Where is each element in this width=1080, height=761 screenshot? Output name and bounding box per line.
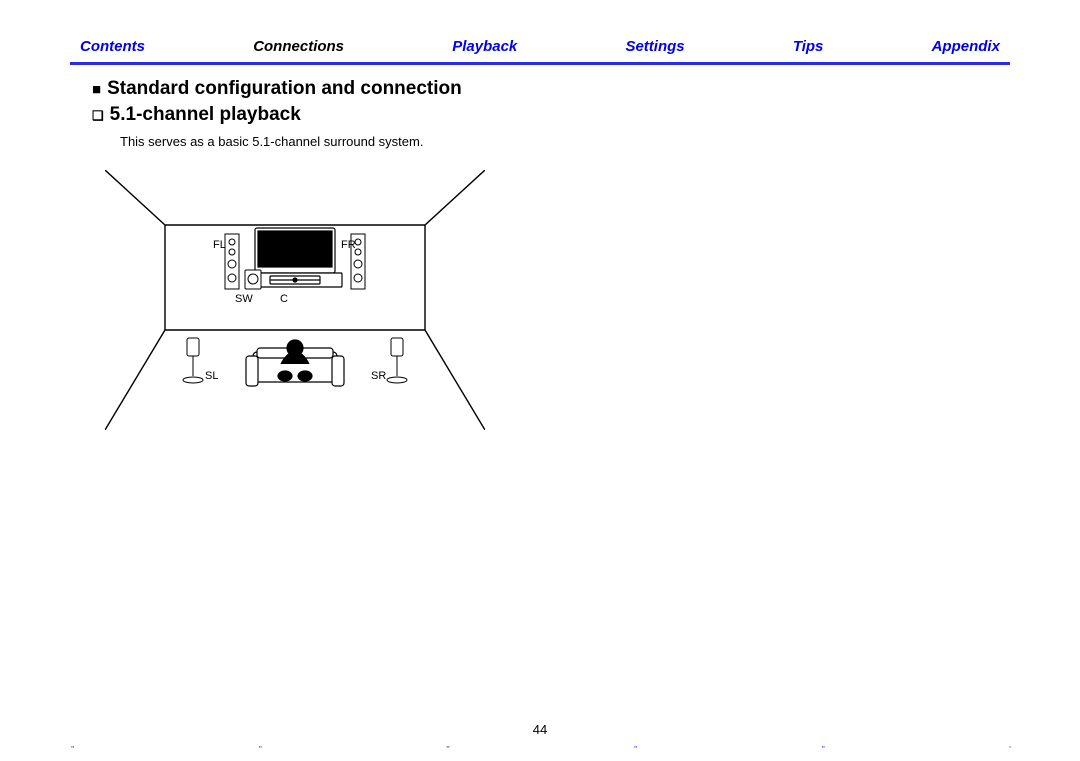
nav-connections[interactable]: Connections xyxy=(253,38,344,55)
label-fr: FR xyxy=(341,239,356,251)
dot-icon[interactable]: ·· xyxy=(633,741,636,753)
dot-icon[interactable]: ·· xyxy=(258,741,261,753)
label-fl: FL xyxy=(213,239,226,251)
h1-marker: ■ xyxy=(92,81,101,98)
nav-appendix[interactable]: Appendix xyxy=(932,38,1000,55)
dot-icon[interactable]: ·· xyxy=(445,741,448,753)
top-nav: Contents Connections Playback Settings T… xyxy=(80,38,1000,55)
nav-rule xyxy=(70,62,1010,65)
dot-icon[interactable]: · xyxy=(1008,741,1010,753)
dot-icon[interactable]: ·· xyxy=(70,741,73,753)
footer-nav-dots: ·· ·· ·· ·· ·· · xyxy=(70,741,1010,753)
label-sw: SW xyxy=(235,293,253,305)
nav-playback[interactable]: Playback xyxy=(452,38,517,55)
subsection-heading: ❏ 5.1-channel playback xyxy=(92,104,301,126)
h1-text: Standard configuration and connection xyxy=(107,78,462,99)
dot-icon[interactable]: ·· xyxy=(821,741,824,753)
label-c: C xyxy=(280,293,288,305)
h2-text: 5.1-channel playback xyxy=(110,104,301,125)
nav-tips[interactable]: Tips xyxy=(793,38,824,55)
page-number: 44 xyxy=(0,722,1080,737)
label-sr: SR xyxy=(371,370,386,382)
h2-marker: ❏ xyxy=(92,108,104,123)
label-sl: SL xyxy=(205,370,218,382)
section-heading: ■ Standard configuration and connection xyxy=(92,78,462,100)
body-text: This serves as a basic 5.1-channel surro… xyxy=(120,134,423,149)
speaker-layout-diagram: FL FR SW C SL SR xyxy=(105,170,485,430)
nav-settings[interactable]: Settings xyxy=(625,38,684,55)
nav-contents[interactable]: Contents xyxy=(80,38,145,55)
